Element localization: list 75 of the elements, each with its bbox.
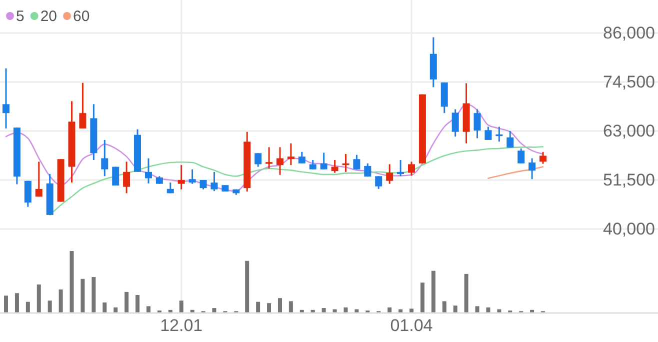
x-tick-label: 01.04: [390, 316, 433, 336]
candlestick: [2, 68, 10, 130]
bar: [14, 293, 19, 313]
candlestick: [474, 108, 481, 139]
y-tick-label: 86,000: [603, 23, 655, 42]
candlestick: [452, 108, 459, 138]
bar: [136, 295, 140, 313]
bar: [124, 292, 129, 313]
candlestick: [123, 160, 130, 194]
candlestick: [518, 148, 525, 164]
candlestick: [506, 130, 514, 148]
bar: [475, 306, 480, 313]
candlestick: [528, 158, 536, 180]
candlestick: [24, 180, 32, 208]
bar: [431, 270, 436, 313]
candlestick: [386, 163, 394, 185]
bar: [256, 302, 260, 313]
bar: [80, 278, 85, 313]
candlestick: [364, 162, 372, 178]
bar: [420, 282, 424, 313]
y-tick-label: 51,500: [603, 170, 655, 190]
bar: [146, 306, 150, 313]
candlestick: [210, 171, 218, 192]
candlestick: [287, 142, 294, 166]
bar: [245, 260, 250, 313]
bar: [442, 301, 446, 313]
candlestick: [331, 159, 338, 174]
bar: [4, 296, 8, 313]
candlestick: [298, 151, 306, 164]
bar: [288, 301, 293, 313]
bar: [179, 300, 184, 313]
candlestick: [200, 179, 207, 190]
bar: [486, 307, 490, 313]
bar: [388, 307, 392, 313]
y-tick-label: 63,000: [603, 121, 655, 140]
bar: [58, 289, 63, 313]
y-tick-label: 74,500: [603, 72, 655, 92]
candlestick: [484, 126, 492, 141]
candlestick: [254, 152, 262, 168]
candlestick: [101, 139, 108, 177]
bar: [212, 308, 216, 313]
candlestick: [375, 175, 382, 190]
candlestick: [188, 168, 196, 185]
candlestick: [178, 164, 185, 190]
bar: [464, 274, 468, 313]
bar: [344, 307, 348, 313]
legend-label: 60: [73, 8, 90, 25]
candlestick: [353, 154, 360, 170]
legend-label: 20: [40, 8, 58, 25]
bar: [114, 307, 118, 313]
candlestick: [320, 152, 328, 170]
bar: [26, 302, 30, 313]
candlestick: [276, 146, 284, 176]
bar: [70, 251, 74, 313]
candlestick: [408, 160, 415, 176]
candlestick: [397, 159, 404, 177]
bar: [409, 308, 414, 313]
candlestick: [79, 82, 86, 130]
bar: [322, 308, 326, 313]
bar: [92, 277, 96, 313]
candlestick: [144, 158, 152, 184]
bar: [36, 284, 41, 313]
candlestick: [540, 151, 546, 165]
bar: [453, 306, 458, 313]
bar: [102, 302, 107, 313]
bar: [267, 303, 272, 313]
candlestick: [266, 146, 273, 170]
candlestick: [309, 159, 316, 170]
legend-label: 5: [16, 8, 24, 25]
bar: [48, 300, 52, 313]
candlestick: [35, 160, 42, 198]
x-tick-label: 12.01: [160, 316, 203, 336]
line-series: [5, 104, 544, 192]
bar: [278, 298, 282, 313]
y-tick-label: 40,000: [603, 219, 655, 238]
